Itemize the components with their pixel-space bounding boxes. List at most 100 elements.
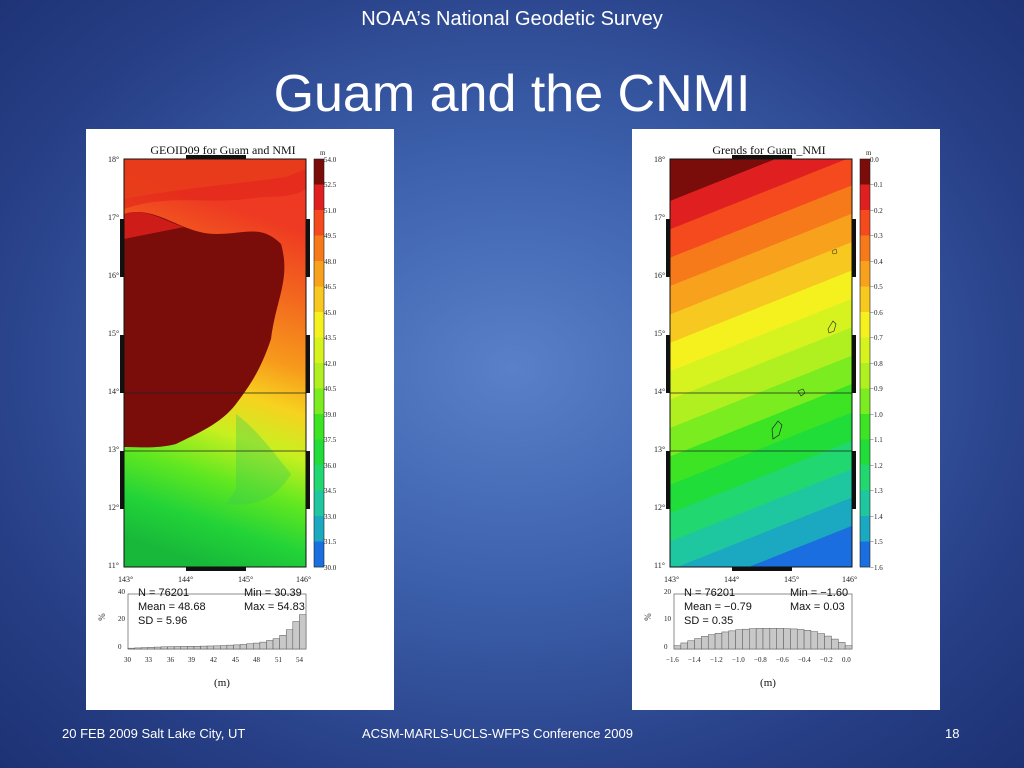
histogram-bar: [742, 628, 750, 650]
colorbar-swatch: [314, 159, 324, 185]
histogram-ylabel: %: [96, 613, 107, 621]
lat-label: 12°: [654, 503, 666, 512]
lat-label: 11°: [108, 561, 119, 570]
lon-label: 146°: [842, 575, 858, 584]
colorbar-label: −1.2: [870, 462, 883, 470]
colorbar-unit: m: [320, 149, 326, 157]
colorbar-swatch: [860, 363, 870, 389]
stat-min: Min = −1.60: [790, 587, 849, 599]
map-title: GEOID09 for Guam and NMI: [150, 143, 296, 157]
histogram-xtick: 30: [124, 656, 131, 664]
colorbar-swatch: [860, 465, 870, 491]
histogram-bar: [285, 629, 294, 650]
lat-label: 17°: [108, 213, 120, 222]
histogram-xtick: 45: [232, 656, 239, 664]
colorbar-swatch: [860, 184, 870, 211]
geoid09-figure: GEOID09 for Guam and NMI m 18° 17° 16° 1…: [86, 129, 394, 710]
histogram-bar: [735, 629, 743, 650]
histogram-bar: [749, 628, 757, 650]
colorbar-swatch: [860, 541, 870, 568]
stat-sd: SD = 5.96: [138, 615, 188, 627]
colorbar-label: 39.0: [324, 411, 337, 419]
colorbar-swatch: [314, 184, 324, 211]
histogram-bar: [673, 645, 682, 650]
histogram-bar: [140, 647, 149, 650]
lon-label: 144°: [178, 575, 194, 584]
colorbar-swatch: [314, 439, 324, 466]
histogram-bar: [762, 628, 771, 650]
histogram-bar: [292, 621, 300, 650]
colorbar-swatch: [314, 312, 324, 338]
histogram-ytick: 10: [664, 615, 671, 623]
histogram-xtick: 42: [210, 656, 217, 664]
colorbar-label: 31.5: [324, 538, 337, 546]
histogram-xtick: −0.2: [820, 656, 833, 664]
colorbar-swatch: [860, 414, 870, 440]
colorbar-label: 46.5: [324, 283, 337, 291]
lat-label: 14°: [654, 387, 666, 396]
histogram-xtick: 39: [188, 656, 195, 664]
histogram-bar: [180, 646, 188, 650]
colorbar-label: −1.3: [870, 487, 883, 495]
histogram-bar: [728, 630, 736, 650]
histogram-xtick: −0.6: [776, 656, 789, 664]
histogram-bar: [721, 631, 730, 650]
colorbar-swatch: [860, 439, 870, 466]
colorbar-label: −1.1: [870, 436, 883, 444]
histogram-xtick: 54: [296, 656, 303, 664]
lon-label: 145°: [238, 575, 254, 584]
histogram-bar: [173, 646, 181, 650]
colorbar-label: 49.5: [324, 232, 337, 240]
histogram-bar: [755, 628, 764, 650]
colorbar-swatch: [860, 388, 870, 415]
colorbar-label: 45.0: [324, 309, 337, 317]
histogram-bar: [838, 642, 846, 650]
colorbar-label: −1.4: [870, 513, 883, 521]
histogram-bar: [233, 644, 241, 650]
stat-mean: Mean = −0.79: [684, 601, 752, 613]
colorbar-label: 30.0: [324, 564, 337, 572]
lat-label: 13°: [654, 445, 666, 454]
slide-number: 18: [945, 726, 960, 741]
colorbar-swatch: [860, 312, 870, 338]
colorbar-swatch: [314, 261, 324, 287]
colorbar-swatch: [860, 337, 870, 364]
colorbar-swatch: [314, 210, 324, 236]
histogram-bar: [783, 628, 791, 650]
histogram-bar: [299, 614, 307, 650]
histogram-ytick: 20: [118, 615, 125, 623]
colorbar-swatch: [314, 388, 324, 415]
lat-label: 18°: [108, 155, 120, 164]
lat-label: 13°: [108, 445, 120, 454]
colorbar-swatch: [860, 210, 870, 236]
histogram-xtick: 0.0: [842, 656, 851, 664]
histogram-bar: [701, 636, 709, 650]
histogram-bar: [134, 647, 142, 650]
lon-label: 143°: [118, 575, 134, 584]
histogram-bar: [824, 635, 832, 650]
colorbar-swatch: [860, 490, 870, 517]
histogram-bar: [127, 647, 135, 650]
histogram-bar: [246, 643, 254, 650]
histogram-bar: [167, 646, 175, 650]
map-title: Grends for Guam_NMI: [712, 143, 826, 157]
stat-n: N = 76201: [138, 587, 190, 599]
colorbar-label: 48.0: [324, 258, 337, 266]
histogram-bar: [803, 630, 812, 650]
histogram-bar: [844, 645, 853, 650]
histogram-bar: [831, 638, 839, 650]
histogram-xtick: 51: [275, 656, 282, 664]
histogram-bar: [253, 642, 261, 650]
histogram-bar: [187, 646, 195, 650]
footer-date-location: 20 FEB 2009 Salt Lake City, UT: [62, 726, 246, 741]
colorbar-swatch: [314, 286, 324, 313]
stat-n: N = 76201: [684, 587, 736, 599]
histogram-bar: [796, 629, 805, 650]
lat-label: 16°: [108, 271, 120, 280]
colorbar-label: 33.0: [324, 513, 337, 521]
colorbar-label: 43.5: [324, 334, 337, 342]
slide-header: NOAA’s National Geodetic Survey: [361, 8, 663, 30]
colorbar-label: 0.0: [870, 156, 879, 164]
histogram-bar: [769, 628, 777, 650]
histogram-xtick: 48: [253, 656, 260, 664]
